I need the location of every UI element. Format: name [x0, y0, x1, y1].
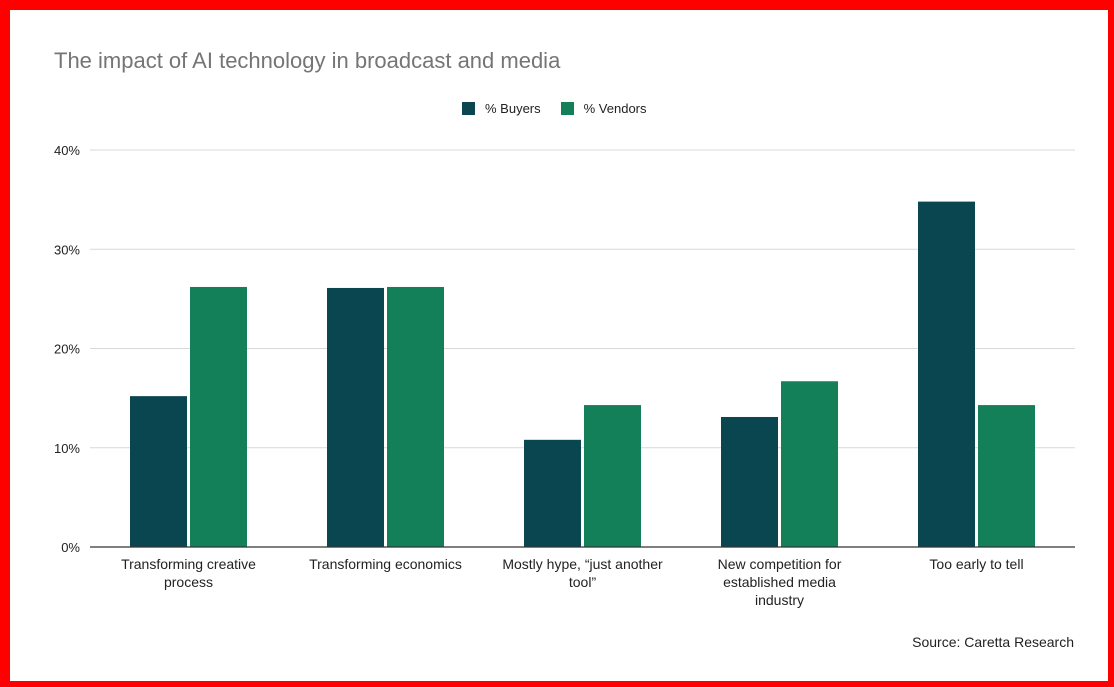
x-category-label: industry: [755, 592, 804, 608]
x-category-label: Transforming economics: [309, 556, 462, 572]
source-note: Source: Caretta Research: [912, 634, 1074, 650]
y-tick-label: 30%: [54, 242, 80, 257]
bar-buyers: [524, 439, 581, 547]
bar-buyers: [721, 416, 778, 547]
y-tick-label: 20%: [54, 342, 80, 357]
legend-item-vendors: % Vendors: [560, 101, 647, 116]
x-category-label: established media: [723, 574, 836, 590]
x-category-label: process: [164, 574, 213, 590]
bar-vendors: [781, 381, 838, 547]
bar-buyers: [918, 201, 975, 548]
bar-vendors: [190, 286, 247, 547]
legend-label-vendors: % Vendors: [583, 101, 647, 116]
legend-item-buyers: % Buyers: [462, 101, 541, 116]
x-category-label: New competition for: [718, 556, 842, 572]
legend-label-buyers: % Buyers: [485, 101, 541, 116]
y-tick-label: 10%: [54, 441, 80, 456]
x-category-label: Mostly hype, “just another: [502, 556, 663, 572]
bar-vendors: [978, 405, 1035, 547]
x-category-label: Transforming creative: [121, 556, 256, 572]
bar-buyers: [327, 287, 384, 547]
legend-swatch-vendors: [560, 102, 574, 115]
chart-title: The impact of AI technology in broadcast…: [54, 48, 561, 73]
bar-buyers: [130, 396, 187, 547]
chart-legend: % Buyers % Vendors: [462, 101, 667, 116]
bar-vendors: [584, 405, 641, 547]
y-tick-label: 0%: [61, 540, 80, 555]
bar-vendors: [387, 286, 444, 547]
x-category-label: Too early to tell: [929, 556, 1023, 572]
legend-swatch-buyers: [462, 102, 475, 115]
y-tick-label: 40%: [54, 143, 80, 158]
x-category-label: tool”: [569, 574, 597, 590]
